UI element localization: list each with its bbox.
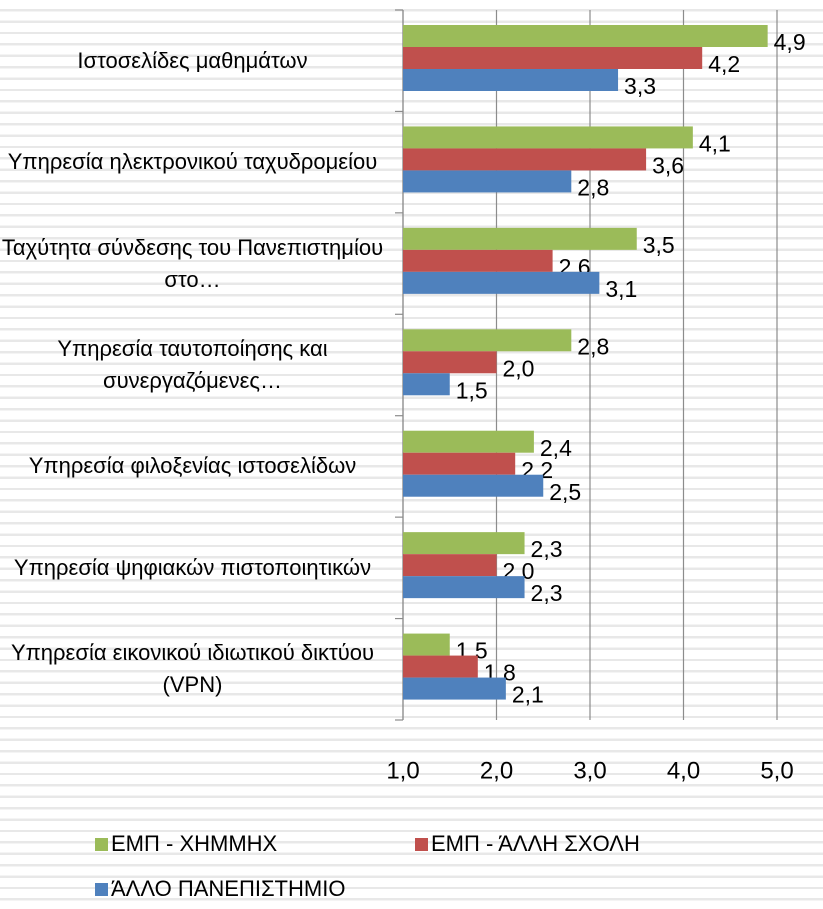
bar [403, 227, 637, 250]
x-tick-label: 1,0 [386, 757, 419, 784]
bar [403, 554, 497, 577]
bar [403, 633, 450, 656]
legend-swatch [95, 838, 108, 851]
bar [403, 329, 572, 352]
data-label: 2,0 [503, 355, 535, 381]
category-label: Ταχύτητα σύνδεσης του Πανεπιστημίου στο… [1, 234, 384, 292]
data-label: 3,3 [624, 73, 656, 99]
bar [403, 271, 600, 294]
x-tick-label: 2,0 [480, 757, 513, 784]
category-label: Υπηρεσία εικονικού ιδιωτικού δικτύου (VP… [10, 640, 375, 698]
category-label: Ιστοσελίδες μαθημάτων [77, 47, 308, 73]
data-label: 4,2 [708, 51, 740, 77]
bar [403, 474, 544, 497]
bar [403, 148, 647, 171]
data-label: 2,3 [531, 536, 563, 562]
legend-swatch [95, 883, 108, 896]
category-label: Υπηρεσία ταυτοποίησης και συνεργαζόμενες… [57, 336, 328, 393]
category-label: Υπηρεσία φιλοξενίας ιστοσελίδων [28, 453, 357, 479]
bar [403, 25, 768, 47]
data-label: 4,9 [774, 29, 806, 55]
data-label: 2,8 [577, 333, 609, 359]
bar [403, 249, 553, 272]
data-label: 2,8 [577, 175, 609, 201]
bar [403, 430, 534, 453]
data-label: 2,1 [512, 682, 544, 708]
data-label: 2,4 [540, 435, 572, 461]
bar [403, 452, 516, 475]
data-label: 2,3 [531, 580, 563, 606]
category-label: Υπηρεσία ηλεκτρονικού ταχυδρομείου [7, 149, 378, 175]
legend-swatch [415, 838, 428, 851]
x-tick-label: 5,0 [760, 757, 793, 784]
bar [403, 69, 619, 91]
data-label: 2,5 [549, 479, 581, 505]
bar [403, 373, 450, 396]
x-tick-label: 4,0 [667, 757, 700, 784]
bar [403, 170, 572, 193]
data-label: 3,6 [652, 153, 684, 179]
legend-label: ΕΜΠ - ΆΛΛΗ ΣΧΟΛΗ [431, 831, 640, 856]
legend-label: ΆΛΛΟ ΠΑΝΕΠΙΣΤΗΜΙΟ [111, 876, 345, 901]
bar [403, 532, 525, 555]
data-label: 3,1 [605, 276, 637, 302]
bar [403, 47, 703, 69]
data-label: 3,5 [643, 232, 675, 258]
bar [403, 576, 525, 599]
bar [403, 655, 478, 678]
bar [403, 677, 506, 700]
category-label: Υπηρεσία ψηφιακών πιστοποιητικών [13, 554, 372, 580]
bar [403, 351, 497, 374]
x-tick-label: 3,0 [573, 757, 606, 784]
data-label: 1,5 [456, 377, 488, 403]
bar [403, 126, 693, 149]
data-label: 4,1 [699, 131, 731, 157]
legend-label: ΕΜΠ - ΧΗΜΜΗΧ [111, 831, 278, 856]
